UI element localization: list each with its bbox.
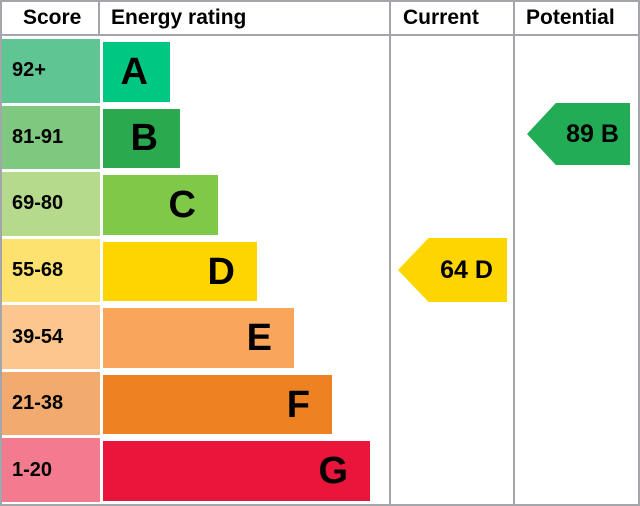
band-row-d: 55-68 D: [2, 238, 638, 305]
score-range-label-g: 1-20: [12, 458, 53, 481]
score-range-cell-d: 55-68: [2, 238, 100, 303]
score-range-cell-e: 39-54: [2, 305, 100, 369]
band-row-a: 92+ A: [2, 38, 638, 105]
energy-rating-column-header: Energy rating: [111, 6, 247, 29]
score-range-cell-a: 92+: [2, 39, 100, 103]
band-letter-b: B: [130, 117, 158, 160]
score-column-header: Score: [23, 6, 82, 29]
score-header-divider: [98, 2, 100, 34]
band-letter-f: F: [286, 383, 310, 426]
current-column-header: Current: [403, 6, 479, 29]
band-letter-a: A: [120, 50, 148, 93]
band-row-b: 81-91 B: [2, 105, 638, 172]
score-range-cell-f: 21-38: [2, 371, 100, 436]
score-range-cell-b: 81-91: [2, 105, 100, 170]
band-letter-d: D: [207, 250, 235, 293]
band-bar-c: C: [103, 175, 218, 235]
potential-rating-label: 89 B: [566, 119, 619, 148]
chart-header-row: Score Energy rating Current Potential: [2, 2, 638, 36]
score-range-label-f: 21-38: [12, 392, 64, 415]
band-letter-e: E: [246, 317, 272, 360]
band-row-g: 1-20 G: [2, 437, 638, 504]
band-bar-d: D: [103, 241, 257, 302]
band-bar-a: A: [103, 42, 170, 102]
potential-column-divider: [513, 2, 515, 504]
score-range-cell-g: 1-20: [2, 438, 100, 503]
band-row-c: 69-80 C: [2, 171, 638, 238]
band-letter-c: C: [168, 183, 196, 226]
current-rating-arrow-icon: 64 D: [398, 238, 507, 302]
band-bar-f: F: [103, 374, 332, 435]
band-bar-e: E: [103, 308, 294, 368]
band-bar-b: B: [103, 108, 180, 169]
band-row-e: 39-54 E: [2, 304, 638, 371]
band-letter-g: G: [318, 450, 348, 493]
score-range-label-c: 69-80: [12, 192, 64, 215]
band-row-f: 21-38 F: [2, 371, 638, 438]
score-range-cell-c: 69-80: [2, 172, 100, 236]
band-bar-g: G: [103, 441, 370, 502]
score-range-label-a: 92+: [12, 59, 46, 82]
score-range-label-e: 39-54: [12, 325, 64, 348]
current-column-divider: [389, 2, 391, 504]
band-rows: 92+ A 81-91 B 69-80 C 55-68: [2, 38, 638, 504]
potential-column-header: Potential: [526, 6, 615, 29]
current-rating-label: 64 D: [440, 255, 493, 284]
score-range-label-b: 81-91: [12, 125, 64, 148]
score-range-label-d: 55-68: [12, 259, 64, 282]
